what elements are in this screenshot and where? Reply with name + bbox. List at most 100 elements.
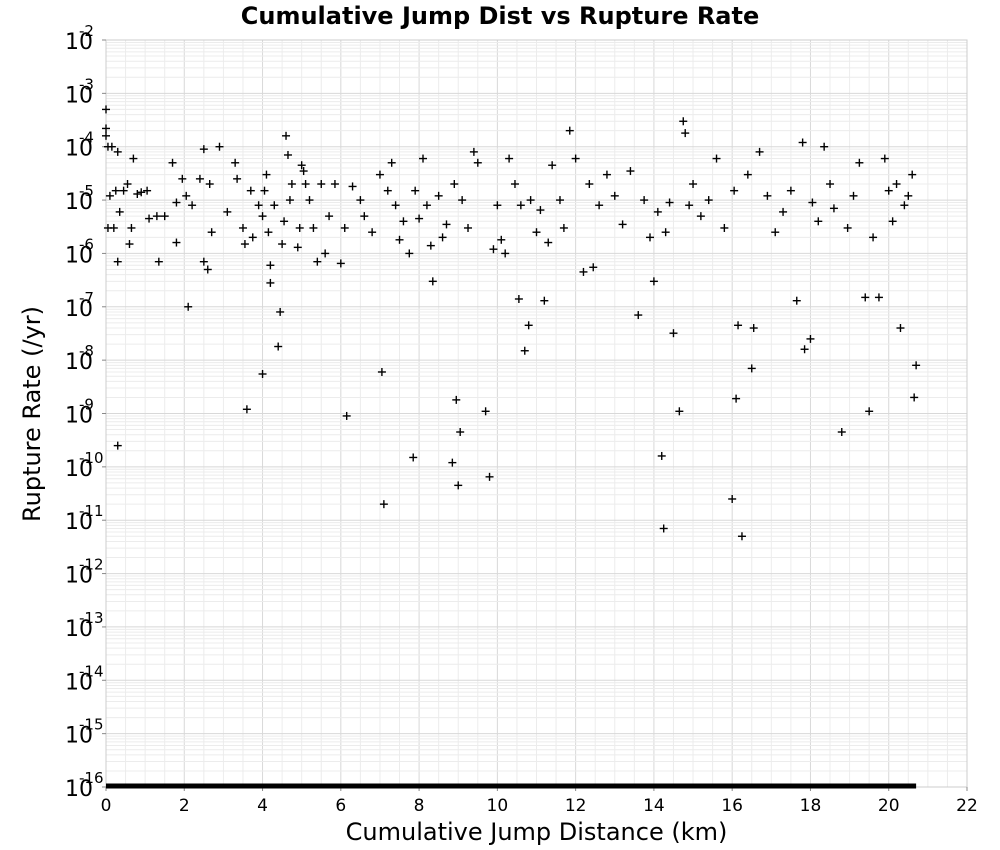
data-point — [675, 407, 684, 416]
data-point — [309, 223, 318, 232]
y-tick-label: 10 — [65, 243, 93, 268]
data-point — [203, 265, 212, 274]
data-point — [814, 217, 823, 226]
x-tick-label: 4 — [257, 796, 268, 816]
data-point — [645, 233, 654, 242]
data-point — [661, 228, 670, 237]
points-layer — [102, 105, 921, 541]
data-point — [448, 458, 457, 467]
y-tick-exponent: -7 — [79, 289, 94, 307]
data-point — [689, 180, 698, 189]
data-point — [293, 243, 302, 252]
data-point — [749, 324, 758, 333]
data-point — [532, 228, 541, 237]
y-tick-exponent: -14 — [79, 662, 104, 680]
data-point — [391, 201, 400, 210]
y-tick-exponent: -10 — [79, 449, 104, 467]
data-point — [199, 145, 208, 154]
x-tick-label: 18 — [800, 796, 822, 816]
data-point — [743, 170, 752, 179]
y-tick-exponent: -3 — [79, 75, 94, 93]
data-point — [589, 263, 598, 272]
data-point — [223, 207, 232, 216]
data-point — [880, 154, 889, 163]
data-point — [865, 407, 874, 416]
data-point — [595, 201, 604, 210]
data-point — [242, 405, 251, 414]
data-point — [258, 212, 267, 221]
data-point — [270, 201, 279, 210]
data-point — [520, 346, 529, 355]
x-tick-label: 12 — [565, 796, 587, 816]
data-point — [297, 161, 306, 170]
data-point — [231, 158, 240, 167]
data-point — [188, 201, 197, 210]
data-point — [246, 186, 255, 195]
data-point — [755, 147, 764, 156]
y-tick-exponent: -15 — [79, 716, 104, 734]
grid-layer — [105, 39, 968, 788]
data-point — [301, 180, 310, 189]
data-point — [182, 191, 191, 200]
data-point — [233, 174, 242, 183]
y-tick-label: 10 — [65, 564, 93, 589]
data-point — [107, 142, 116, 151]
data-point — [184, 302, 193, 311]
data-point — [579, 267, 588, 276]
y-tick-label: 10 — [65, 137, 93, 162]
data-point — [489, 245, 498, 254]
data-point — [806, 334, 815, 343]
data-point — [514, 294, 523, 303]
data-point — [649, 277, 658, 286]
data-point — [383, 186, 392, 195]
data-point — [419, 154, 428, 163]
data-point — [178, 174, 187, 183]
data-point — [238, 223, 247, 232]
data-point — [254, 201, 263, 210]
data-point — [737, 532, 746, 541]
data-point — [849, 191, 858, 200]
data-point — [501, 249, 510, 258]
data-point — [747, 364, 756, 373]
data-point — [555, 196, 564, 205]
data-point — [505, 154, 514, 163]
y-tick-label: 10 — [65, 617, 93, 642]
x-tick-label: 14 — [643, 796, 665, 816]
data-point — [415, 214, 424, 223]
data-point — [800, 345, 809, 354]
data-point — [820, 142, 829, 151]
data-point — [325, 212, 334, 221]
data-point — [792, 296, 801, 305]
data-point — [712, 154, 721, 163]
data-point — [704, 196, 713, 205]
data-point — [585, 180, 594, 189]
data-point — [240, 240, 249, 249]
data-point — [129, 154, 138, 163]
data-point — [434, 191, 443, 200]
data-point — [115, 207, 124, 216]
data-point — [375, 170, 384, 179]
data-point — [305, 196, 314, 205]
data-point — [516, 201, 525, 210]
data-point — [125, 240, 134, 249]
data-point — [571, 154, 580, 163]
y-tick-label: 10 — [65, 297, 93, 322]
x-tick-label: 16 — [721, 796, 743, 816]
data-point — [105, 191, 114, 200]
data-point — [452, 395, 461, 404]
y-tick-label: 10 — [65, 83, 93, 108]
data-point — [426, 241, 435, 250]
data-point — [348, 182, 357, 191]
data-point — [720, 223, 729, 232]
data-point — [274, 342, 283, 351]
data-point — [360, 212, 369, 221]
data-point — [266, 278, 275, 287]
data-point — [912, 361, 921, 370]
data-point — [282, 131, 291, 140]
y-axis-label-text: Rupture Rate (/yr) — [18, 306, 46, 522]
data-point — [669, 329, 678, 338]
data-point — [524, 321, 533, 330]
data-point — [102, 105, 110, 114]
data-point — [342, 411, 351, 420]
y-tick-exponent: -13 — [79, 609, 104, 627]
